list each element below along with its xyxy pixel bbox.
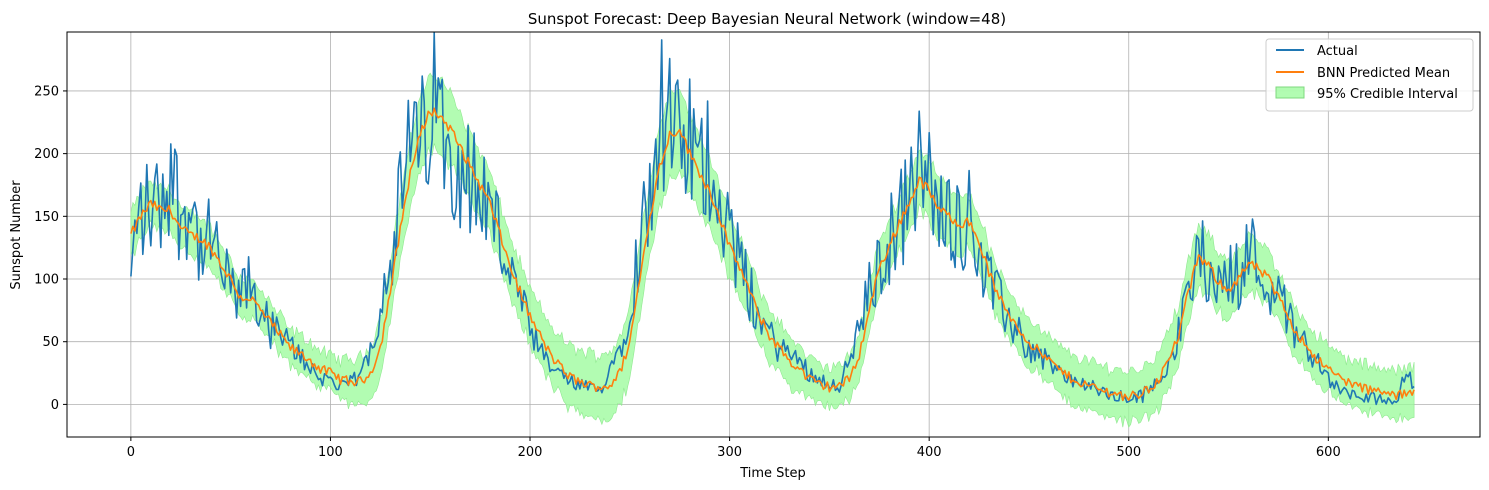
series-lines — [130, 31, 1415, 406]
x-tick-label: 0 — [127, 445, 135, 460]
x-axis-label: Time Step — [739, 466, 806, 481]
legend-box — [1265, 38, 1474, 112]
x-tick-label: 300 — [717, 445, 742, 460]
axis-ticks: 0 100 200 300 400 500 600 0 50 100 150 200 250 — [34, 84, 1341, 460]
x-tick-label: 100 — [318, 445, 343, 460]
legend-interval-swatch — [1275, 86, 1305, 99]
legend: Actual BNN Predicted Mean 95% Credible I… — [1265, 38, 1474, 112]
y-tick-label: 250 — [34, 84, 59, 99]
x-tick-label: 500 — [1116, 445, 1141, 460]
plot-frame — [66, 31, 1481, 438]
y-tick-label: 50 — [42, 335, 59, 350]
chart-title: Sunspot Forecast: Deep Bayesian Neural N… — [528, 10, 1006, 28]
y-axis-label: Sunspot Number — [9, 180, 24, 290]
credible-interval-band — [130, 72, 1415, 428]
y-tick-label: 0 — [51, 398, 59, 413]
legend-predicted-label: BNN Predicted Mean — [1317, 66, 1450, 81]
legend-interval-label: 95% Credible Interval — [1317, 87, 1458, 102]
legend-actual-label: Actual — [1317, 44, 1358, 59]
x-tick-label: 400 — [917, 445, 942, 460]
predicted-mean-line — [130, 107, 1415, 402]
y-tick-label: 150 — [34, 210, 59, 225]
x-tick-label: 200 — [518, 445, 543, 460]
y-tick-label: 200 — [34, 147, 59, 162]
y-tick-label: 100 — [34, 273, 59, 288]
x-tick-label: 600 — [1316, 445, 1341, 460]
credible-interval-area — [130, 72, 1415, 428]
actual-series-line — [130, 31, 1415, 406]
